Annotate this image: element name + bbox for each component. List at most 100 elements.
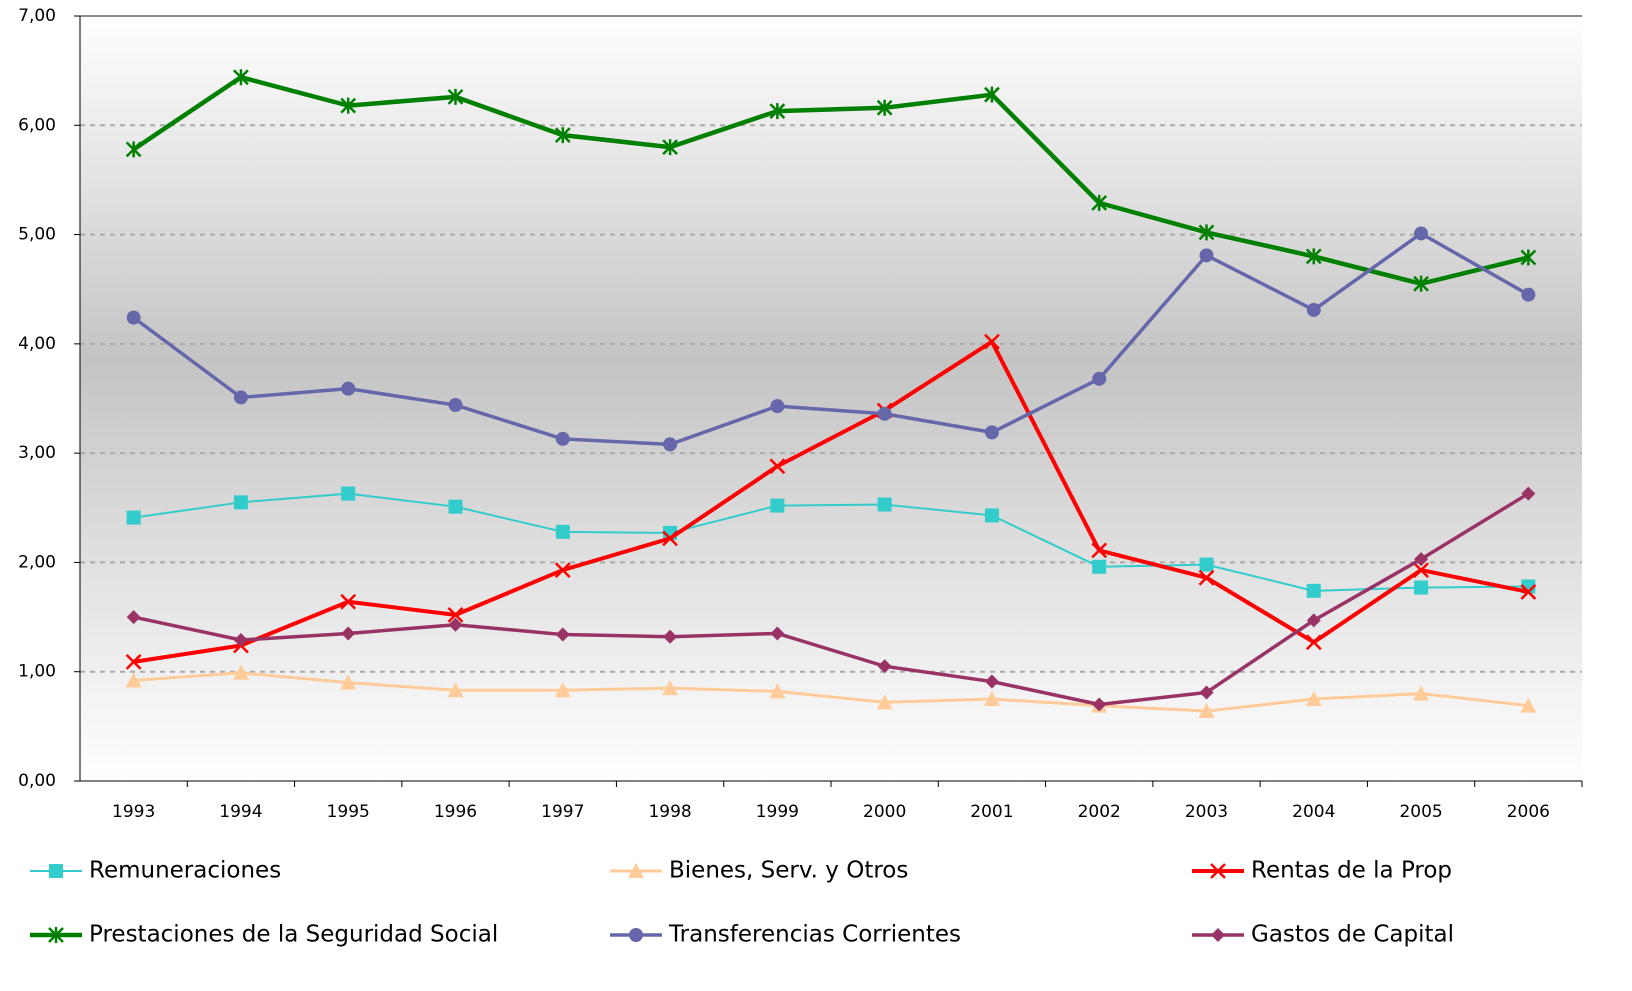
marker [877, 406, 892, 421]
marker [1092, 371, 1107, 386]
marker [662, 139, 678, 156]
marker [125, 141, 142, 158]
marker [984, 425, 999, 440]
marker [448, 398, 463, 413]
marker [1413, 685, 1430, 701]
marker [555, 431, 570, 446]
marker [1521, 287, 1536, 302]
line [133, 492, 1529, 592]
marker [663, 437, 678, 452]
marker [233, 69, 249, 86]
marker [662, 530, 678, 547]
legend-label: Transferencias Corrientes [668, 922, 961, 948]
marker [877, 659, 892, 674]
marker [984, 508, 999, 523]
marker [1210, 863, 1226, 879]
line [133, 492, 1530, 707]
marker [340, 97, 357, 114]
series: Gastos de Capital [126, 486, 1536, 948]
marker [1306, 302, 1321, 317]
marker [1520, 697, 1537, 713]
x-tick-label: 2006 [1507, 802, 1550, 822]
marker [232, 664, 249, 680]
x-tick-label: 1999 [756, 802, 799, 822]
marker [1306, 613, 1321, 628]
marker [662, 680, 679, 696]
x-tick-label: 1996 [434, 802, 477, 822]
marker [877, 497, 892, 512]
marker [1305, 691, 1322, 707]
legend-label: Bienes, Serv. y Otros [669, 858, 908, 884]
x-tick-label: 1998 [648, 802, 691, 822]
marker [984, 86, 1000, 103]
marker [340, 593, 357, 610]
line [133, 671, 1529, 713]
marker [1414, 552, 1429, 567]
marker [1198, 703, 1215, 719]
x-tick-label: 2004 [1292, 802, 1335, 822]
marker [1521, 486, 1536, 501]
marker [1413, 275, 1429, 292]
marker [341, 381, 356, 396]
series: Transferencias Corrientes [126, 226, 1536, 948]
marker [663, 629, 678, 644]
marker [628, 863, 644, 878]
y-tick-label: 5,00 [18, 225, 56, 245]
marker [1092, 559, 1107, 574]
marker [125, 653, 142, 670]
marker [125, 672, 142, 688]
marker [447, 88, 464, 105]
marker [1414, 580, 1429, 595]
x-tick-label: 2003 [1185, 802, 1228, 822]
marker [1520, 584, 1537, 600]
marker [554, 127, 571, 144]
x-tick-label: 2001 [970, 802, 1013, 822]
x-tick-label: 1997 [541, 802, 584, 822]
marker [769, 683, 786, 699]
marker [1092, 697, 1107, 712]
marker [770, 399, 785, 414]
marker [1305, 634, 1322, 651]
y-tick-label: 6,00 [18, 115, 56, 135]
marker [448, 499, 463, 514]
legend-label: Gastos de Capital [1251, 922, 1454, 948]
legend-label: Remuneraciones [89, 858, 281, 884]
marker [876, 99, 893, 116]
marker [233, 390, 248, 405]
marker [1520, 249, 1537, 266]
marker [983, 691, 1000, 707]
y-tick-label: 2,00 [18, 552, 56, 572]
plot-area [80, 16, 1582, 781]
marker [984, 333, 1000, 350]
marker [1414, 226, 1429, 241]
marker [554, 562, 571, 578]
marker [48, 927, 64, 943]
legend-label: Prestaciones de la Seguridad Social [89, 922, 498, 948]
marker [1306, 583, 1321, 598]
marker [769, 103, 786, 120]
marker [770, 498, 785, 513]
marker [447, 607, 464, 623]
marker [1091, 194, 1108, 211]
y-tick-label: 7,00 [18, 6, 56, 26]
series: Remuneraciones [30, 486, 1536, 884]
marker [233, 495, 248, 510]
marker [447, 682, 464, 698]
marker [555, 524, 570, 539]
marker [1198, 224, 1215, 241]
marker [126, 310, 141, 325]
x-tick-label: 2002 [1078, 802, 1121, 822]
x-tick-label: 1993 [112, 802, 155, 822]
marker [1199, 685, 1214, 700]
marker [984, 674, 999, 689]
marker [1413, 562, 1429, 578]
marker [554, 682, 571, 698]
marker [769, 458, 786, 475]
marker [1091, 542, 1108, 559]
marker [1305, 248, 1322, 265]
series: Prestaciones de la Seguridad Social [30, 69, 1537, 948]
marker [448, 617, 463, 632]
x-tick-label: 1995 [327, 802, 370, 822]
series: Bienes, Serv. y Otros [125, 664, 1537, 884]
